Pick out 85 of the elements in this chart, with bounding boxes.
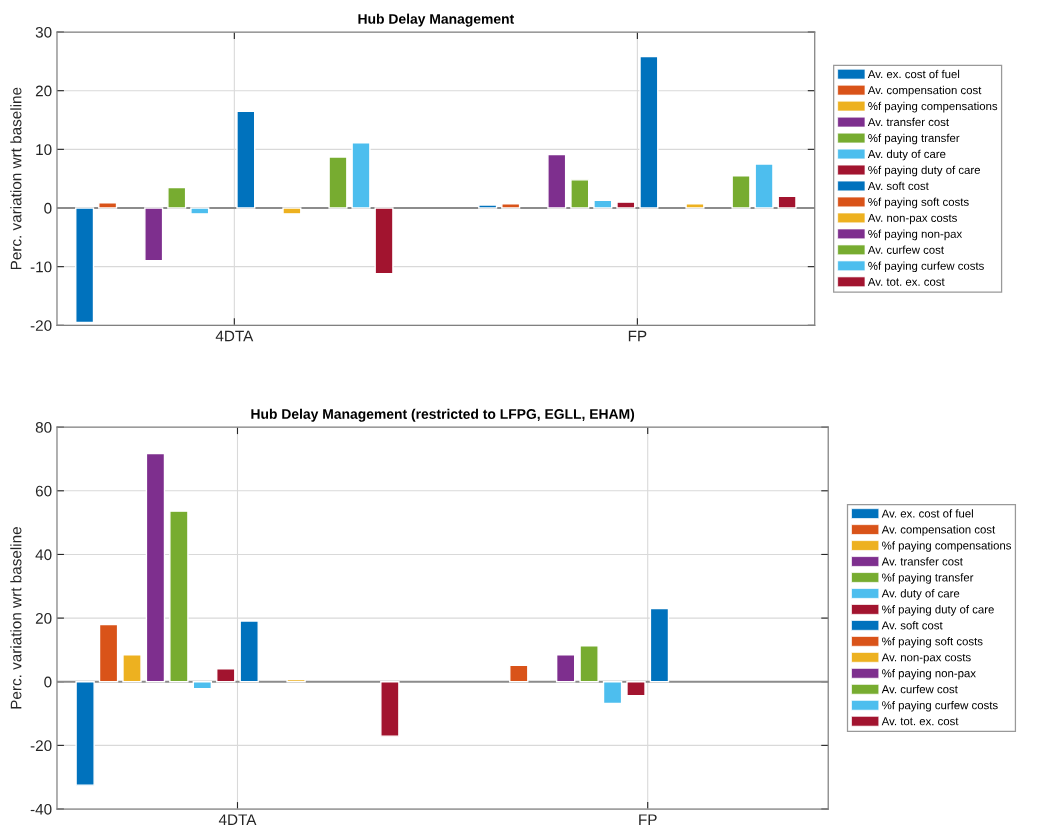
- bar: [731, 175, 751, 209]
- legend-label: Av. curfew cost: [881, 684, 958, 694]
- bar: [236, 110, 256, 209]
- y-tick-label: 20: [35, 612, 52, 624]
- legend-label: Av. soft cost: [867, 181, 929, 190]
- y-tick-label: 10: [36, 144, 52, 156]
- legend-label: %f paying curfew costs: [882, 700, 998, 712]
- bar: [639, 55, 659, 209]
- x-tick-label: 4DTA: [218, 814, 257, 825]
- bar: [602, 681, 623, 705]
- y-tick-label: -20: [30, 320, 52, 331]
- bar: [579, 645, 599, 683]
- bar: [547, 153, 567, 209]
- bar: [685, 203, 705, 209]
- y-tick-label: 0: [44, 202, 52, 214]
- bar: [144, 207, 164, 262]
- legend-label: %f paying duty of care: [882, 605, 994, 616]
- legend-label: Av. soft cost: [881, 621, 943, 630]
- y-tick-label: 20: [35, 85, 52, 97]
- bar: [75, 681, 95, 786]
- bar: [478, 204, 498, 209]
- y-tick-label: -10: [30, 261, 52, 273]
- x-tick-label: FP: [639, 814, 657, 825]
- legend-label: %f paying transfer: [882, 573, 974, 584]
- legend-label: Av. curfew cost: [867, 245, 944, 254]
- bar: [501, 203, 521, 209]
- y-axis-title: Perc. variation wrt baseline: [10, 87, 22, 270]
- x-tick-label: 4DTA: [215, 330, 254, 342]
- legend-label: Av. compensation cost: [867, 85, 982, 97]
- bar: [98, 623, 119, 683]
- legend-label: Av. tot. ex. cost: [867, 277, 945, 286]
- x-tick-label: FP: [628, 330, 647, 342]
- legend-label: Av. duty of care: [867, 149, 946, 161]
- legend-label: %f paying non-pax: [882, 668, 976, 680]
- y-tick-label: 30: [35, 26, 52, 38]
- chart-title: Hub Delay Management: [358, 13, 515, 27]
- bar: [167, 186, 187, 209]
- legend-label: Av. transfer cost: [881, 557, 963, 566]
- y-tick-label: -40: [30, 803, 52, 815]
- bar: [777, 195, 797, 209]
- legend-label: %f paying soft costs: [882, 637, 983, 648]
- bar: [754, 163, 774, 209]
- bar: [190, 207, 210, 215]
- bar: [509, 664, 529, 683]
- legend-label: %f paying duty of care: [868, 165, 981, 177]
- bar: [593, 199, 613, 209]
- bar: [570, 179, 590, 209]
- y-tick-label: 60: [35, 485, 52, 497]
- bar: [380, 681, 400, 737]
- bar: [216, 667, 236, 683]
- legend-label: Av. ex. cost of fuel: [881, 509, 973, 518]
- bar: [328, 156, 348, 209]
- y-tick-label: 0: [44, 676, 52, 688]
- bar: [374, 207, 394, 275]
- y-tick-label: 80: [35, 422, 52, 433]
- legend-label: %f paying transfer: [868, 133, 960, 145]
- y-tick-label: -20: [30, 740, 52, 752]
- bar: [626, 681, 646, 697]
- y-axis-title: Perc. variation wrt baseline: [10, 527, 22, 709]
- bar: [282, 207, 302, 215]
- legend-label: Av. non-pax costs: [867, 214, 957, 225]
- bar: [98, 202, 118, 209]
- bar: [649, 607, 670, 683]
- bar: [192, 681, 213, 690]
- legend-label: %f paying non-pax: [868, 229, 963, 241]
- y-tick-label: 40: [35, 549, 52, 561]
- legend-label: %f paying curfew costs: [868, 261, 984, 273]
- legend-label: Av. duty of care: [881, 589, 960, 600]
- bar: [169, 510, 189, 683]
- bar: [351, 142, 371, 209]
- bar: [555, 653, 576, 683]
- legend-label: Av. transfer cost: [867, 117, 949, 127]
- legend-label: Av. tot. ex. cost: [881, 717, 959, 726]
- chart-title: Hub Delay Management (restricted to LFPG, EGLL, EHAM): [251, 408, 635, 422]
- legend-label: %f paying compensations: [868, 101, 998, 113]
- bar: [145, 452, 166, 683]
- bar: [239, 620, 259, 683]
- bar: [122, 653, 142, 683]
- legend-label: Av. compensation cost: [881, 525, 996, 536]
- bar: [75, 207, 95, 324]
- legend-label: %f paying soft costs: [868, 197, 969, 209]
- bar: [616, 201, 636, 209]
- legend-label: Av. non-pax costs: [881, 653, 971, 664]
- legend-label: Av. ex. cost of fuel: [867, 69, 960, 79]
- legend-label: %f paying compensations: [882, 541, 1012, 552]
